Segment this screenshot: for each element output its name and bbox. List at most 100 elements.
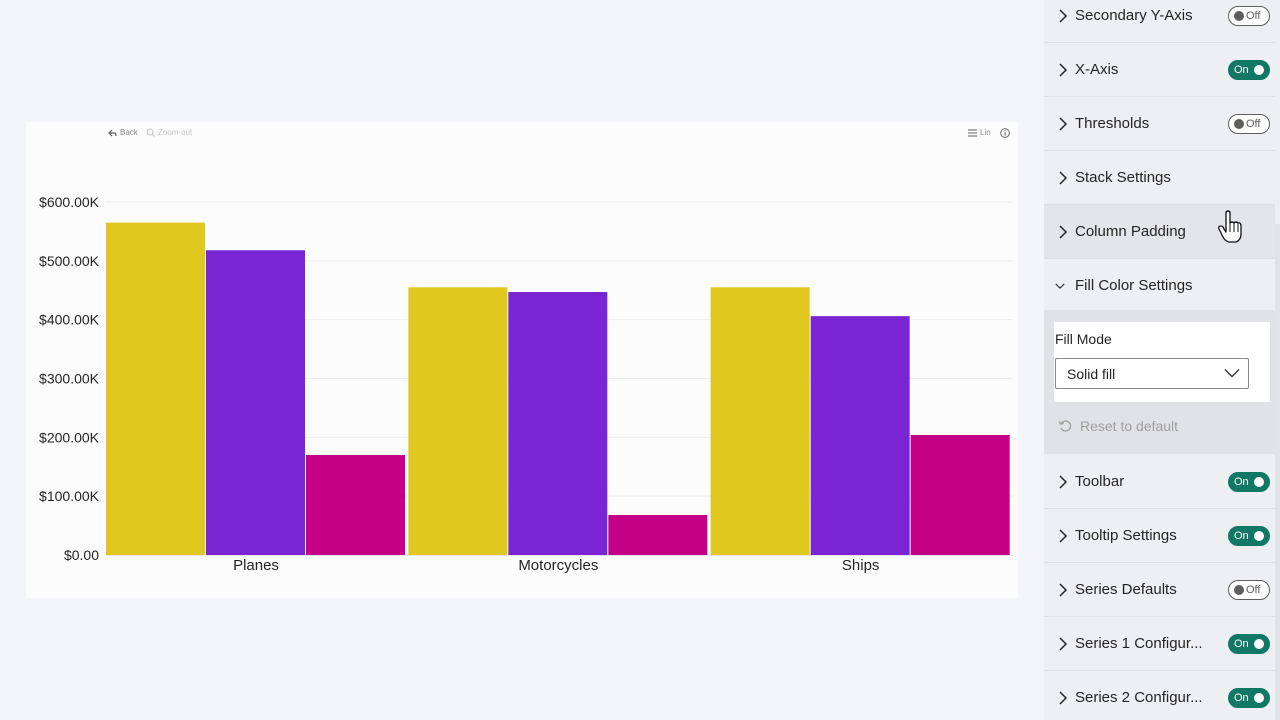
panel-item-series-1-configur[interactable]: Series 1 Configur... On: [1044, 617, 1275, 671]
x-tick-label: Planes: [233, 557, 279, 574]
panel-item-label: Thresholds: [1075, 115, 1150, 132]
chart-toolbar: Back Zoom-out Lin: [26, 122, 1018, 144]
scale-label: Lin: [980, 128, 991, 137]
chevron-down-icon: [1224, 369, 1240, 378]
bar-planes-series-1[interactable]: [106, 222, 205, 555]
y-tick-label: $200.00K: [39, 429, 100, 445]
fill-mode-dropdown[interactable]: Solid fill: [1055, 358, 1249, 389]
panel-item-stack-settings[interactable]: Stack Settings: [1044, 151, 1275, 205]
bar-ships-series-2[interactable]: [810, 316, 910, 555]
toggle-state-label: On: [1234, 63, 1249, 76]
panel-item-label: Toolbar: [1075, 473, 1125, 490]
reset-to-default-button[interactable]: Reset to default: [1058, 418, 1178, 434]
back-label: Back: [120, 128, 138, 137]
series-defaults-toggle[interactable]: Off: [1228, 579, 1270, 600]
bar-motorcycles-series-1[interactable]: [408, 287, 508, 555]
reset-label: Reset to default: [1080, 418, 1179, 434]
toggle-knob: [1254, 692, 1264, 703]
panel-item-thresholds[interactable]: Thresholds Off: [1044, 97, 1275, 151]
chevron-right-icon: [1059, 62, 1068, 77]
toggle-knob: [1234, 10, 1244, 21]
chevron-right-icon: [1059, 474, 1068, 489]
toggle-knob: [1234, 584, 1244, 595]
bar-planes-series-2[interactable]: [206, 250, 305, 555]
panel-item-label: X-Axis: [1075, 61, 1119, 78]
toggle-knob: [1234, 118, 1244, 129]
info-icon: [1000, 128, 1010, 138]
thresholds-toggle[interactable]: Off: [1228, 113, 1270, 134]
fill-color-settings-content: Fill Mode Solid fill Reset to default: [1044, 310, 1275, 454]
chevron-right-icon: [1059, 528, 1068, 543]
bar-ships-series-1[interactable]: [710, 287, 810, 555]
fill-mode-value: Solid fill: [1067, 366, 1116, 382]
panel-item-label: Column Padding: [1075, 223, 1186, 240]
reset-icon: [1058, 420, 1072, 432]
tooltip-settings-toggle[interactable]: On: [1228, 525, 1270, 546]
info-button[interactable]: [1000, 128, 1010, 138]
chevron-right-icon: [1059, 170, 1068, 185]
panel-item-series-2-configur[interactable]: Series 2 Configur... On: [1044, 671, 1275, 720]
zoom-out-button[interactable]: Zoom-out: [146, 128, 192, 137]
bar-motorcycles-series-2[interactable]: [508, 292, 608, 555]
panel-item-label: Secondary Y-Axis: [1075, 7, 1193, 24]
chart-card: $0.00 $100.00K $200.00K $300.00K $400.00K $50…: [26, 122, 1018, 598]
zoom-out-label: Zoom-out: [158, 128, 193, 137]
toggle-knob: [1254, 476, 1264, 487]
toggle-state-label: On: [1234, 475, 1249, 488]
x-tick-label: Ships: [842, 557, 880, 574]
chevron-right-icon: [1059, 636, 1068, 651]
panel-item-label: Series 1 Configur...: [1075, 635, 1203, 652]
bar-planes-series-3[interactable]: [306, 454, 405, 555]
chevron-right-icon: [1059, 690, 1068, 705]
toggle-state-label: Off: [1246, 117, 1261, 130]
toggle-knob: [1254, 64, 1264, 75]
scale-toggle[interactable]: Lin: [968, 128, 991, 137]
panel-item-toolbar[interactable]: Toolbar On: [1044, 455, 1275, 509]
panel-item-fill-color-settings[interactable]: Fill Color Settings: [1044, 259, 1275, 313]
bar-chart: $0.00 $100.00K $200.00K $300.00K $400.00K $50…: [39, 194, 1013, 574]
zoom-out-icon: [146, 128, 155, 137]
panel-item-series-defaults[interactable]: Series Defaults Off: [1044, 563, 1275, 617]
bar-ships-series-3[interactable]: [910, 434, 1010, 555]
back-arrow-icon: [108, 129, 117, 136]
chevron-down-icon: [1055, 282, 1065, 289]
panel-item-label: Tooltip Settings: [1075, 527, 1177, 544]
format-panel: Secondary Y-Axis Off X-Axis On Thresholds Off…: [1044, 0, 1280, 720]
x-axis-toggle[interactable]: On: [1228, 59, 1270, 80]
y-tick-label: $400.00K: [39, 312, 100, 328]
toggle-state-label: Off: [1246, 9, 1261, 22]
bar-motorcycles-series-3[interactable]: [608, 514, 708, 555]
list-icon: [968, 129, 977, 136]
panel-item-label: Series Defaults: [1075, 581, 1177, 598]
chevron-right-icon: [1059, 8, 1068, 23]
toolbar-toggle[interactable]: On: [1228, 471, 1270, 492]
panel-item-secondary-y-axis[interactable]: Secondary Y-Axis Off: [1044, 0, 1275, 43]
y-tick-label: $0.00: [64, 547, 99, 563]
toggle-state-label: Off: [1246, 583, 1261, 596]
x-tick-label: Motorcycles: [518, 557, 598, 574]
y-tick-label: $500.00K: [39, 253, 100, 269]
panel-scrollbar[interactable]: [1275, 224, 1280, 720]
panel-item-label: Series 2 Configur...: [1075, 689, 1203, 706]
toggle-state-label: On: [1234, 637, 1249, 650]
toggle-state-label: On: [1234, 529, 1249, 542]
y-tick-label: $100.00K: [39, 488, 100, 504]
y-tick-label: $600.00K: [39, 194, 100, 210]
hand-pointer-cursor-icon: [1218, 210, 1242, 243]
panel-item-tooltip-settings[interactable]: Tooltip Settings On: [1044, 509, 1275, 563]
chevron-right-icon: [1059, 582, 1068, 597]
chevron-right-icon: [1059, 116, 1068, 131]
toggle-knob: [1254, 530, 1264, 541]
panel-item-label: Fill Color Settings: [1075, 277, 1193, 294]
fill-mode-label: Fill Mode: [1055, 331, 1112, 347]
panel-item-x-axis[interactable]: X-Axis On: [1044, 43, 1275, 97]
y-tick-label: $300.00K: [39, 371, 100, 387]
chevron-right-icon: [1059, 224, 1068, 239]
panel-item-label: Stack Settings: [1075, 169, 1171, 186]
series-1-configur-toggle[interactable]: On: [1228, 633, 1270, 654]
series-2-configur-toggle[interactable]: On: [1228, 687, 1270, 708]
toggle-knob: [1254, 638, 1264, 649]
back-button[interactable]: Back: [108, 128, 138, 137]
toggle-state-label: On: [1234, 691, 1249, 704]
secondary-y-axis-toggle[interactable]: Off: [1228, 5, 1270, 26]
